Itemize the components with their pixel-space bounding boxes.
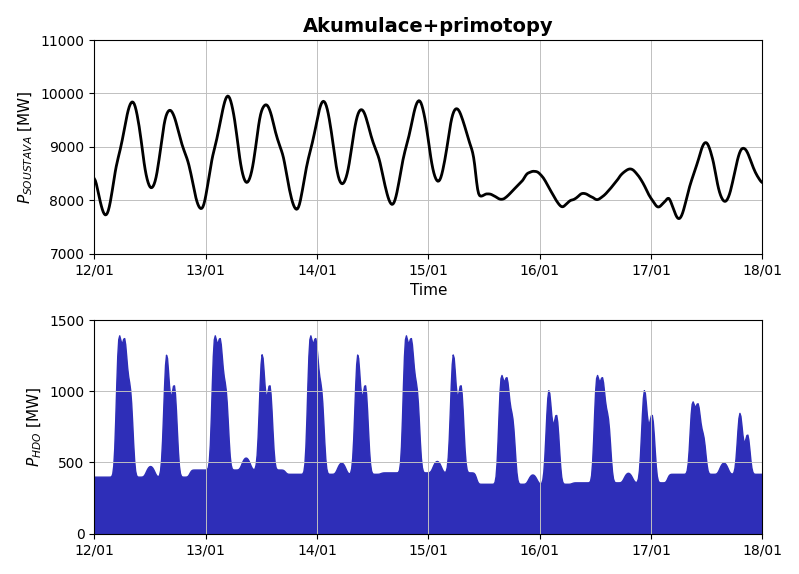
- Y-axis label: $P_{HDO}$ [MW]: $P_{HDO}$ [MW]: [26, 387, 44, 467]
- X-axis label: Time: Time: [410, 283, 447, 298]
- Y-axis label: $P_{SOUSTAVA}$ [MW]: $P_{SOUSTAVA}$ [MW]: [17, 90, 35, 204]
- Title: Akumulace+primotopy: Akumulace+primotopy: [303, 17, 554, 36]
